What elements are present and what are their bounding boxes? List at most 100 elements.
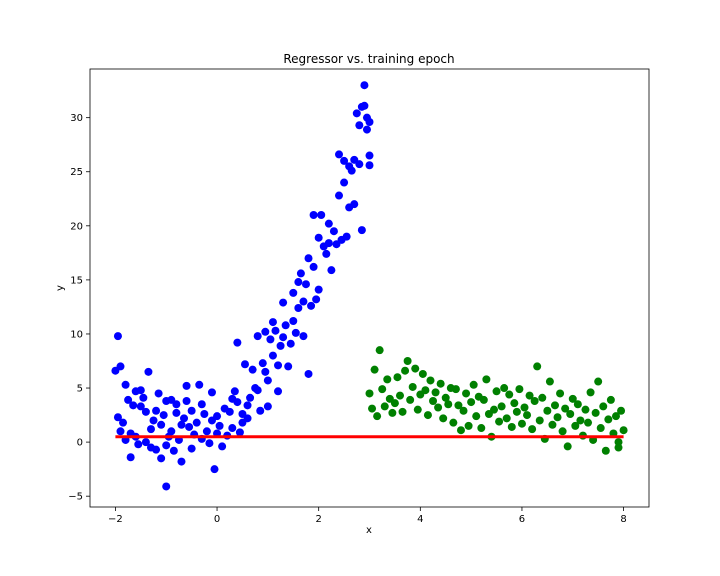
data-point [324,219,333,228]
data-point [329,227,338,236]
data-point [281,321,290,330]
data-point [495,417,504,426]
data-point [172,400,181,409]
data-point [571,421,580,430]
data-point [566,409,575,418]
data-point [312,295,321,304]
data-point [335,191,344,200]
data-point [380,402,389,411]
data-point [403,357,412,365]
data-point [360,101,369,110]
data-point [279,298,288,307]
data-point [340,156,349,165]
data-point [449,418,458,427]
data-point [462,389,471,398]
data-point [472,412,481,421]
data-point [525,391,534,400]
data-point [162,441,171,450]
data-point [365,161,374,170]
data-point [378,385,387,394]
data-point [215,421,224,430]
data-point [576,416,585,425]
data-point [116,427,125,436]
data-point [126,453,135,462]
data-point [454,401,463,410]
data-point [365,151,374,160]
data-point [604,415,613,424]
data-point [523,411,532,420]
data-point [167,427,176,436]
data-point [136,386,145,395]
data-point [350,200,359,209]
data-point [159,411,168,420]
data-point [268,318,277,327]
data-point [294,304,303,313]
data-point [233,398,242,407]
data-point [505,390,514,399]
data-point [205,439,214,448]
data-point [279,333,288,342]
data-point [352,109,361,118]
data-point [207,388,216,397]
data-point [225,407,234,416]
data-point [162,482,171,491]
data-point [459,406,468,415]
data-point [248,365,257,374]
data-point [451,385,460,394]
data-point [202,427,211,436]
data-point [301,280,310,289]
data-point [357,226,366,235]
x-axis: −2 0 2 4 6 8 [108,507,627,525]
data-point [431,388,440,397]
x-tick-label: −2 [108,514,123,525]
data-point [172,408,181,417]
data-point [157,454,166,463]
data-point [134,440,143,449]
data-point [243,401,252,410]
data-point [157,420,166,429]
data-point [390,399,399,408]
data-point [370,365,379,374]
data-point [441,393,450,402]
data-point [510,399,519,408]
data-point [274,361,283,370]
data-point [230,387,239,396]
data-point [568,394,577,403]
data-point [573,400,582,409]
data-point [169,446,178,455]
data-point [365,117,374,126]
data-point [591,408,600,417]
data-point [581,405,590,414]
data-point [355,160,364,169]
data-point [538,393,547,402]
data-point [530,397,539,406]
data-point [286,339,295,348]
data-point [185,422,194,431]
data-point [177,420,186,429]
data-point [327,266,336,275]
data-point [418,369,427,378]
data-point [596,424,605,433]
data-point [360,81,369,90]
data-point [467,398,476,407]
data-point [154,389,163,398]
data-point [289,288,298,297]
data-point [129,401,138,410]
data-point [520,403,529,412]
data-point [299,332,308,341]
data-point [263,376,272,385]
data-point [258,359,267,368]
data-point [296,269,305,278]
data-point [347,166,356,175]
data-point [421,386,430,395]
data-point [545,377,554,386]
y-tick-label: 10 [70,329,83,340]
data-point [146,425,155,434]
data-point [152,406,161,415]
data-point [177,457,186,466]
data-point [502,414,511,423]
data-point [263,402,272,411]
data-point [116,362,125,371]
data-point [187,444,196,453]
data-point [550,401,559,410]
